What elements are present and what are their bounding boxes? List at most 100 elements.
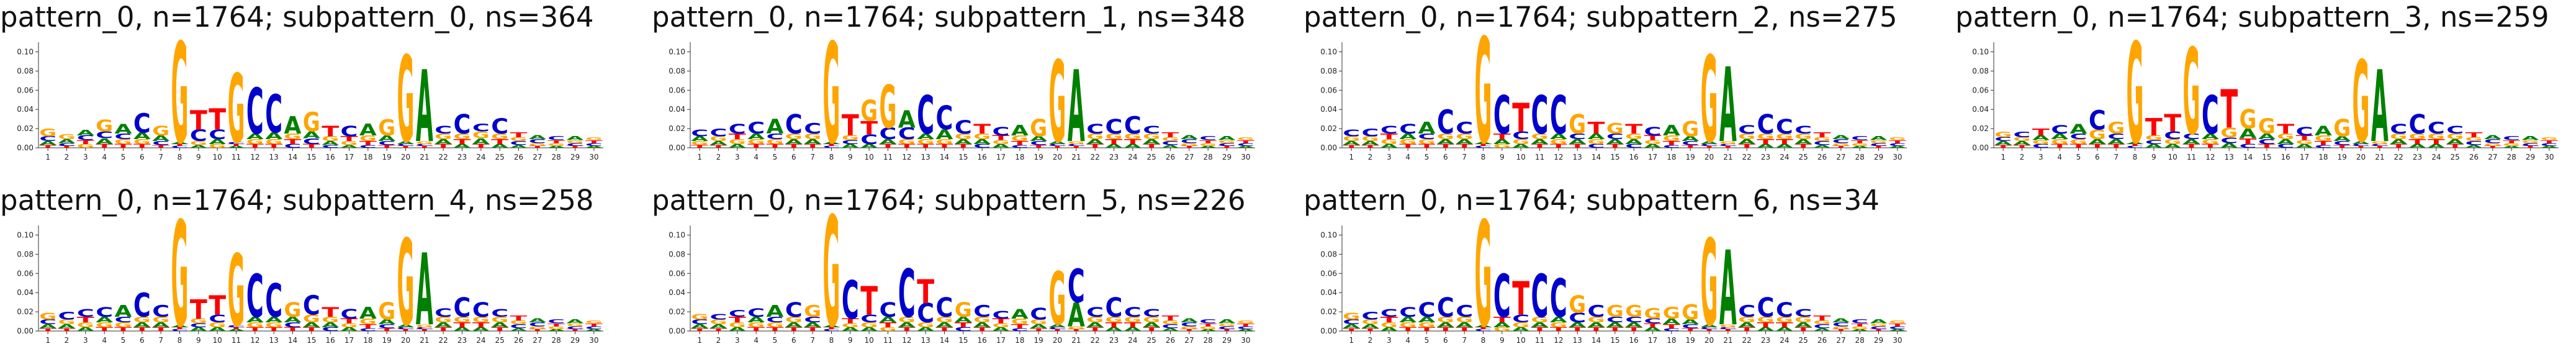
logo-letter-G: G — [1889, 137, 1906, 142]
x-tick-label: 3 — [83, 336, 88, 345]
x-tick-label: 6 — [140, 153, 145, 161]
logo-letter-A: A — [1795, 321, 1812, 329]
x-tick-label: 15 — [2262, 153, 2271, 161]
x-tick-label: 14 — [288, 336, 297, 345]
logo-letter-C: C — [359, 144, 377, 148]
x-tick-label: 1 — [1349, 153, 1354, 161]
x-tick-label: 25 — [495, 336, 505, 345]
logo-letter-A: A — [1068, 296, 1085, 334]
logo-letter-T: T — [510, 131, 528, 138]
logo-letter-C: C — [993, 125, 1010, 138]
logo-letter-T: T — [1814, 314, 1832, 322]
x-tick-label: 23 — [2413, 153, 2422, 161]
logo-letter-A: A — [2353, 140, 2370, 145]
logo-letter-A: A — [567, 135, 585, 142]
logo-letter-A: A — [880, 315, 897, 325]
logo-letter-T: T — [1218, 329, 1236, 332]
logo-letter-A: A — [1832, 318, 1850, 324]
logo-letter-A: A — [209, 327, 227, 333]
x-tick-label: 21 — [420, 336, 429, 345]
logo-letter-T: T — [303, 326, 320, 332]
logo-letter-G: G — [1889, 320, 1906, 325]
logo-letter-A: A — [2315, 124, 2332, 138]
logo-letter-C: C — [529, 322, 546, 328]
logo-letter-T: T — [1625, 326, 1642, 332]
logo-letter-C: C — [39, 318, 56, 326]
x-tick-label: 16 — [1629, 336, 1639, 345]
logo-letter-C: C — [785, 110, 803, 140]
logo-letter-A: A — [1011, 122, 1029, 139]
logo-letter-T: T — [77, 315, 94, 325]
y-tick-label: 0.06 — [1320, 269, 1337, 278]
logo-letter-G: G — [567, 322, 584, 327]
logo-letter-T: T — [228, 143, 245, 147]
logo-letter-T: T — [1889, 139, 1906, 143]
y-tick-label: 0.02 — [669, 124, 685, 133]
x-tick-label: 12 — [1554, 153, 1563, 161]
logo-letter-G: G — [1757, 315, 1775, 325]
logo-letter-C: C — [1588, 143, 1605, 149]
logo-letter-T: T — [955, 321, 973, 329]
logo-letter-C: C — [2145, 139, 2163, 145]
logo-letter-A: A — [1162, 144, 1179, 148]
logo-letter-G: G — [1380, 138, 1398, 145]
logo-letter-T: T — [880, 321, 898, 329]
logo-letter-C: C — [2164, 130, 2181, 142]
logo-letter-G: G — [1343, 311, 1360, 322]
logo-letter-G: G — [1531, 315, 1549, 325]
x-tick-label: 16 — [1629, 153, 1639, 161]
logo-letter-A: A — [303, 321, 320, 329]
logo-letter-C: C — [1569, 311, 1586, 326]
logo-letter-G: G — [228, 55, 245, 165]
x-tick-label: 16 — [978, 336, 987, 345]
x-tick-label: 17 — [996, 153, 1006, 161]
x-tick-label: 1 — [2001, 153, 2006, 161]
logo-letter-A: A — [209, 138, 226, 145]
logo-letter-A: A — [1512, 143, 1530, 150]
logo-letter-G: G — [1068, 325, 1085, 330]
logo-letter-T: T — [1625, 121, 1643, 137]
x-tick-label: 18 — [363, 336, 372, 345]
logo-letter-C: C — [973, 302, 991, 320]
logo-letter-C: C — [284, 143, 302, 149]
logo-letter-C: C — [747, 306, 765, 320]
logo-letter-T: T — [322, 304, 340, 320]
logo-letter-C: C — [58, 142, 76, 147]
logo-letter-C: C — [1889, 142, 1906, 147]
logo-letter-G: G — [785, 132, 803, 142]
logo-letter-G: G — [1531, 132, 1549, 142]
logo-letter-A: A — [58, 138, 76, 145]
logo-letter-T: T — [1814, 131, 1832, 138]
logo-letter-G: G — [303, 313, 320, 325]
logo-letter-G: G — [228, 234, 245, 349]
logo-letter-A: A — [1456, 138, 1473, 145]
x-tick-label: 27 — [533, 336, 542, 345]
logo-letter-T: T — [1011, 140, 1029, 147]
logo-letter-A: A — [1531, 138, 1549, 145]
logo-letter-C: C — [1030, 305, 1047, 324]
logo-letter-T: T — [2258, 143, 2276, 149]
logo-letter-A: A — [472, 327, 490, 333]
logo-letter-A: A — [1569, 321, 1586, 329]
logo-letter-C: C — [1889, 325, 1906, 330]
logo-letter-G: G — [1682, 301, 1699, 325]
logo-letter-A: A — [1644, 143, 1662, 150]
logo-letter-C: C — [1068, 143, 1085, 147]
logo-letter-A: A — [1757, 143, 1775, 150]
logo-letter-T: T — [209, 290, 226, 321]
logo-letter-C: C — [2220, 136, 2238, 145]
logo-letter-C: C — [936, 99, 953, 137]
x-tick-label: 21 — [420, 153, 429, 161]
x-tick-label: 27 — [2488, 153, 2497, 161]
logo-letter-G: G — [1795, 315, 1812, 325]
logo-letter-A: A — [1143, 138, 1160, 145]
logo-letter-T: T — [691, 144, 708, 148]
logo-letter-T: T — [1380, 315, 1398, 325]
logo-letter-C: C — [359, 327, 377, 332]
logo-letter-T: T — [1701, 145, 1718, 148]
logo-letter-C: C — [171, 329, 189, 332]
logo-letter-C: C — [823, 329, 840, 332]
logo-letter-T: T — [133, 326, 151, 332]
logo-letter-G: G — [1237, 320, 1254, 325]
x-tick-label: 29 — [1222, 153, 1232, 161]
